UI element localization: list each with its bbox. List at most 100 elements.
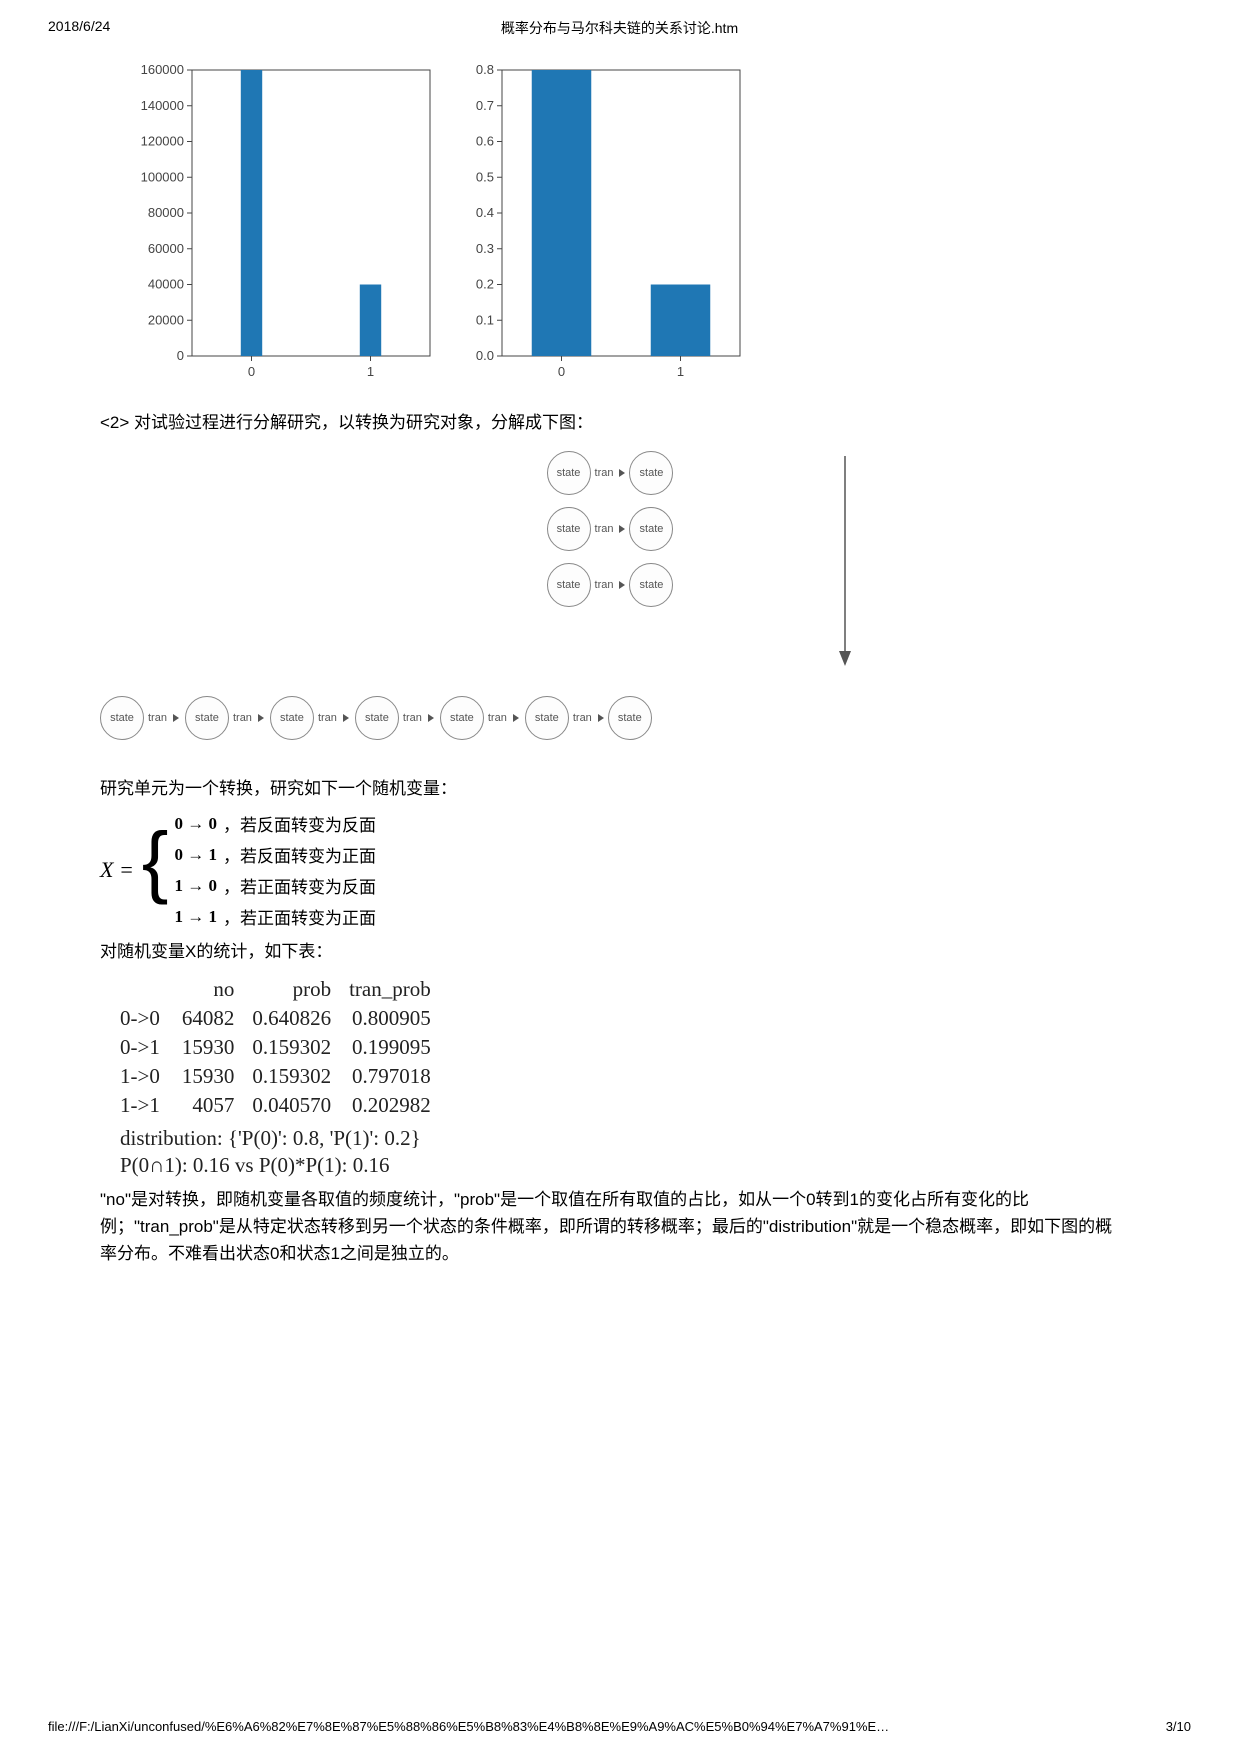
state-node: state <box>355 696 399 740</box>
svg-text:0.7: 0.7 <box>476 98 494 113</box>
tran-label: tran <box>595 579 614 591</box>
case-desc: ，若正面转变为正面 <box>223 904 376 929</box>
table-cell: 0.159302 <box>252 1033 349 1062</box>
arrow-right-icon <box>173 714 179 722</box>
state-tran-row: state tran state <box>400 507 820 551</box>
tran-label: tran <box>403 712 422 724</box>
arrow-right-icon <box>258 714 264 722</box>
svg-text:160000: 160000 <box>141 62 184 77</box>
state-node: state <box>525 696 569 740</box>
formula-case: 0 → 0，若反面转变为反面 <box>175 811 377 836</box>
svg-text:0: 0 <box>177 348 184 363</box>
svg-text:0.2: 0.2 <box>476 277 494 292</box>
tran-label: tran <box>595 523 614 535</box>
arrow-right-icon <box>343 714 349 722</box>
state-node: state <box>547 507 591 551</box>
formula-cases: 0 → 0，若反面转变为反面0 → 1，若反面转变为正面1 → 0，若正面转变为… <box>175 811 377 929</box>
formula-case: 1 → 0，若正面转变为反面 <box>175 873 377 898</box>
dist-line-1: distribution: {'P(0)': 0.8, 'P(1)': 0.2} <box>120 1126 1120 1151</box>
table-row: 0->0640820.6408260.800905 <box>120 1004 449 1033</box>
state-tran-pair: statetran <box>440 696 519 740</box>
table-cell: 0.800905 <box>349 1004 449 1033</box>
svg-text:0.1: 0.1 <box>476 312 494 327</box>
case-desc: ，若反面转变为正面 <box>223 842 376 867</box>
arrow-down-icon <box>830 456 860 666</box>
case-desc: ，若反面转变为反面 <box>223 811 376 836</box>
tran-label: tran <box>488 712 507 724</box>
state-node: state <box>270 696 314 740</box>
svg-text:0.5: 0.5 <box>476 169 494 184</box>
main-content: 0200004000060000800001000001200001400001… <box>100 60 1120 1275</box>
table-cell: 4057 <box>182 1091 253 1120</box>
tran-label: tran <box>318 712 337 724</box>
state-tran-pair: state tran <box>100 696 179 740</box>
arrow-right-icon <box>619 469 625 477</box>
table-row: 0->1159300.1593020.199095 <box>120 1033 449 1062</box>
explanation-paragraph: "no"是对转换，即随机变量各取值的频度统计，"prob"是一个取值在所有取值的… <box>100 1186 1120 1268</box>
state-tran-row: statetranstate <box>400 451 820 495</box>
table-header: no <box>182 975 253 1004</box>
svg-text:0.6: 0.6 <box>476 134 494 149</box>
arrow-right-icon <box>619 525 625 533</box>
table-cell: 0.640826 <box>252 1004 349 1033</box>
state-tran-pair: statetran <box>185 696 264 740</box>
svg-text:60000: 60000 <box>148 241 184 256</box>
table-cell: 0.202982 <box>349 1091 449 1120</box>
state-node: state <box>629 507 673 551</box>
formula-block: X = { 0 → 0，若反面转变为反面0 → 1，若反面转变为正面1 → 0，… <box>100 811 1120 929</box>
tran-label: tran <box>148 712 167 724</box>
page-footer: file:///F:/LianXi/unconfused/%E6%A6%82%E… <box>48 1719 1191 1734</box>
arrow-right-icon <box>428 714 434 722</box>
table-cell: 0.199095 <box>349 1033 449 1062</box>
arrow-right-icon <box>513 714 519 722</box>
table-header: prob <box>252 975 349 1004</box>
dist-line-2: P(0∩1): 0.16 vs P(0)*P(1): 0.16 <box>120 1153 1120 1178</box>
table-cell: 15930 <box>182 1062 253 1091</box>
table-cell: 0->0 <box>120 1004 182 1033</box>
case-math: 0 → 0 <box>175 814 218 834</box>
table-cell: 1->0 <box>120 1062 182 1091</box>
stats-table: noprobtran_prob 0->0640820.6408260.80090… <box>120 975 449 1120</box>
table-cell: 1->1 <box>120 1091 182 1120</box>
case-math: 0 → 1 <box>175 845 218 865</box>
brace-icon: { <box>142 811 169 929</box>
svg-text:100000: 100000 <box>141 169 184 184</box>
case-desc: ，若正面转变为反面 <box>223 873 376 898</box>
table-cell: 15930 <box>182 1033 253 1062</box>
table-row: 1->0159300.1593020.797018 <box>120 1062 449 1091</box>
footer-url: file:///F:/LianXi/unconfused/%E6%A6%82%E… <box>48 1719 889 1734</box>
tran-label: tran <box>233 712 252 724</box>
svg-text:1: 1 <box>677 364 684 379</box>
table-header: tran_prob <box>349 975 449 1004</box>
svg-text:140000: 140000 <box>141 98 184 113</box>
table-intro: 对随机变量X的统计，如下表： <box>100 939 1120 965</box>
svg-text:0: 0 <box>248 364 255 379</box>
formula-case: 0 → 1，若反面转变为正面 <box>175 842 377 867</box>
formula-intro: 研究单元为一个转换，研究如下一个随机变量： <box>100 776 1120 802</box>
table-cell: 0.159302 <box>252 1062 349 1091</box>
table-cell: 0->1 <box>120 1033 182 1062</box>
svg-text:0.3: 0.3 <box>476 241 494 256</box>
case-math: 1 → 0 <box>175 876 218 896</box>
table-cell: 64082 <box>182 1004 253 1033</box>
state-tran-pair: statetranstate <box>525 696 652 740</box>
state-tran-pair: state tran <box>355 696 434 740</box>
tran-label: tran <box>573 712 592 724</box>
table-row: 1->140570.0405700.202982 <box>120 1091 449 1120</box>
diagram-horizontal: statetranstatetranstatetranstatetranstat… <box>100 696 1120 756</box>
state-node: state <box>547 563 591 607</box>
formula-var: X = <box>100 857 134 883</box>
case-math: 1 → 1 <box>175 907 218 927</box>
svg-text:1: 1 <box>367 364 374 379</box>
arrow-right-icon <box>598 714 604 722</box>
svg-text:0.0: 0.0 <box>476 348 494 363</box>
svg-text:0.4: 0.4 <box>476 205 494 220</box>
state-node: state <box>100 696 144 740</box>
header-title: 概率分布与马尔科夫链的关系讨论.htm <box>0 18 1239 38</box>
table-cell: 0.040570 <box>252 1091 349 1120</box>
table-header <box>120 975 182 1004</box>
state-node: state <box>629 451 673 495</box>
svg-text:20000: 20000 <box>148 312 184 327</box>
svg-text:0: 0 <box>558 364 565 379</box>
table-cell: 0.797018 <box>349 1062 449 1091</box>
